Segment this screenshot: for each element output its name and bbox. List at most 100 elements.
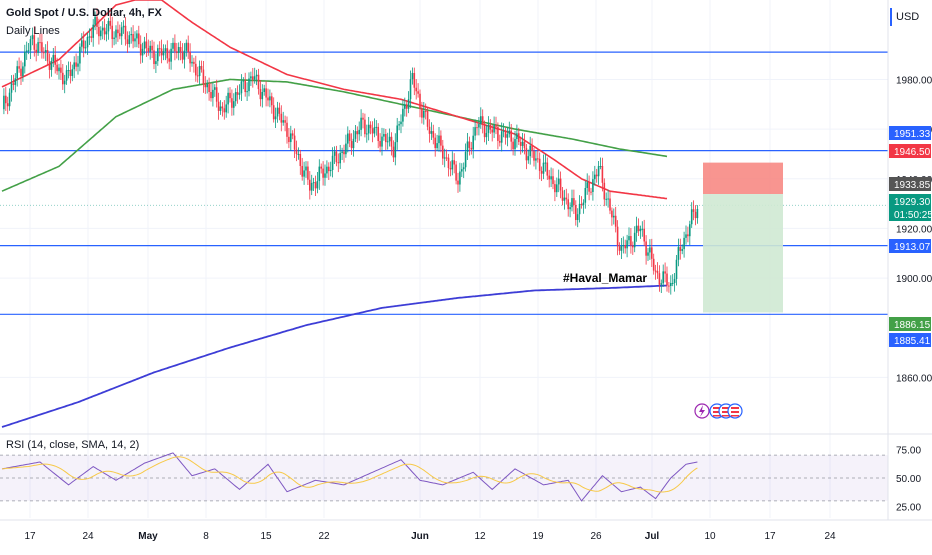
candle-body	[470, 147, 473, 150]
candle-body	[423, 110, 425, 118]
candle-body	[544, 162, 547, 164]
candle-body	[77, 63, 79, 67]
candle	[514, 130, 516, 156]
candle	[673, 273, 676, 292]
candle-body	[347, 133, 349, 144]
candle-body	[453, 160, 455, 165]
candle	[324, 164, 326, 186]
candle-body	[516, 133, 518, 139]
candle	[322, 161, 324, 186]
candle	[41, 33, 43, 59]
candle-body	[244, 80, 246, 93]
candle	[117, 21, 119, 42]
candle-body	[476, 127, 478, 129]
candle	[360, 109, 362, 137]
candle-body	[436, 143, 438, 149]
candle-body	[8, 92, 11, 107]
candle-body	[84, 47, 87, 49]
price-tag-bg	[889, 144, 931, 158]
candle-body	[246, 91, 248, 93]
annotation-text[interactable]: #Haval_Mamar	[563, 271, 648, 285]
candle	[502, 123, 505, 138]
candle	[8, 88, 11, 111]
candle-body	[601, 166, 604, 183]
candle-body	[575, 205, 577, 221]
candle-body	[58, 67, 60, 72]
candle	[25, 41, 28, 60]
candle	[476, 123, 478, 136]
candle	[101, 21, 104, 40]
candle-body	[303, 170, 305, 177]
candle-body	[394, 142, 397, 158]
candle	[69, 61, 72, 84]
candle	[119, 24, 121, 40]
candle-body	[563, 197, 566, 201]
candle-body	[371, 128, 374, 134]
candle-body	[12, 83, 15, 85]
candle	[5, 86, 7, 111]
candle-body	[271, 96, 273, 106]
candle-body	[645, 241, 647, 256]
candle-body	[5, 95, 7, 104]
candle-body	[272, 105, 275, 120]
candle-body	[360, 117, 362, 130]
rsi-label[interactable]: RSI (14, close, SMA, 14, 2)	[6, 439, 140, 451]
candle-body	[126, 39, 129, 45]
candle-body	[508, 130, 511, 135]
indicator-label[interactable]: Daily Lines	[6, 25, 60, 37]
candle-body	[366, 133, 368, 135]
candle-body	[630, 236, 632, 246]
candle-body	[29, 39, 32, 51]
candle-body	[120, 27, 123, 37]
candle-body	[115, 29, 117, 38]
candle	[692, 200, 695, 221]
candle-body	[599, 166, 602, 168]
candle	[689, 220, 691, 246]
candle-body	[681, 249, 683, 251]
candle-body	[27, 50, 30, 52]
candle-body	[67, 70, 70, 72]
candle-body	[214, 87, 216, 90]
candle-body	[6, 103, 9, 107]
candle-body	[160, 48, 163, 56]
candle-body	[124, 25, 127, 40]
candle-body	[111, 25, 113, 40]
candle	[428, 119, 431, 143]
candle-body	[643, 228, 645, 242]
candle-body	[18, 66, 20, 69]
candle-body	[561, 190, 564, 201]
candle	[442, 139, 444, 165]
candle-body	[151, 45, 153, 51]
candle-body	[255, 74, 258, 77]
candle-body	[225, 104, 227, 113]
candle-body	[364, 119, 366, 135]
symbol-title[interactable]: Gold Spot / U.S. Dollar, 4h, FX	[6, 7, 162, 19]
candle-body	[584, 187, 587, 203]
candle	[411, 67, 414, 85]
candle	[149, 40, 151, 60]
candle-body	[567, 199, 569, 210]
candle-body	[445, 157, 448, 159]
candle-body	[609, 198, 611, 211]
candle	[244, 72, 246, 97]
candle-body	[398, 124, 400, 126]
candle-body	[670, 282, 672, 287]
candle-body	[75, 62, 77, 67]
currency-label[interactable]: USD	[890, 8, 932, 26]
candle-body	[10, 83, 13, 93]
candle-body	[405, 104, 408, 109]
candle-body	[212, 89, 214, 99]
candle	[660, 279, 663, 294]
candle	[569, 202, 571, 218]
candle	[681, 244, 683, 255]
candle-body	[172, 42, 174, 49]
candle	[367, 116, 370, 141]
candle-body	[447, 157, 450, 169]
candle	[641, 221, 644, 237]
flag-stripe	[722, 415, 730, 417]
candle	[109, 13, 112, 30]
candle-body	[647, 252, 649, 256]
candle	[445, 149, 448, 162]
